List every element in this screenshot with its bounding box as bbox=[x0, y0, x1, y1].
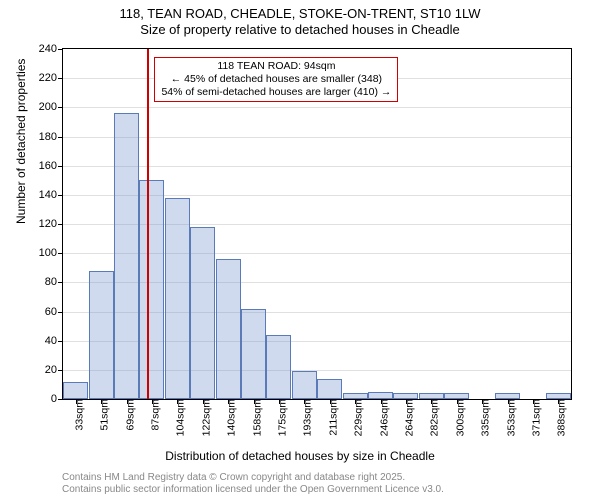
x-tick-label: 69sqm bbox=[117, 399, 136, 431]
x-tick-label: 33sqm bbox=[66, 399, 85, 431]
x-tick-label: 193sqm bbox=[295, 399, 314, 436]
y-tick-label: 100 bbox=[39, 247, 63, 259]
y-tick-label: 60 bbox=[45, 306, 63, 318]
annotation-title: 118 TEAN ROAD: 94sqm bbox=[161, 60, 391, 73]
y-tick-label: 240 bbox=[39, 43, 63, 55]
histogram-bar bbox=[139, 180, 164, 399]
histogram-bar bbox=[266, 335, 291, 399]
histogram-bar bbox=[292, 371, 317, 399]
x-tick-label: 87sqm bbox=[142, 399, 161, 431]
x-tick-label: 51sqm bbox=[92, 399, 111, 431]
annotation-line: 54% of semi-detached houses are larger (… bbox=[161, 86, 391, 99]
x-tick-label: 122sqm bbox=[193, 399, 212, 436]
x-tick-label: 264sqm bbox=[396, 399, 415, 436]
x-tick-label: 282sqm bbox=[422, 399, 441, 436]
x-axis-title: Distribution of detached houses by size … bbox=[0, 449, 600, 463]
y-tick-label: 160 bbox=[39, 160, 63, 172]
attribution-footer: Contains HM Land Registry data © Crown c… bbox=[62, 472, 444, 496]
annotation-box: 118 TEAN ROAD: 94sqm← 45% of detached ho… bbox=[154, 57, 398, 102]
x-tick-label: 246sqm bbox=[371, 399, 390, 436]
chart-container: 118, TEAN ROAD, CHEADLE, STOKE-ON-TRENT,… bbox=[0, 0, 600, 500]
y-tick-label: 80 bbox=[45, 276, 63, 288]
y-tick-label: 220 bbox=[39, 72, 63, 84]
x-tick-label: 371sqm bbox=[523, 399, 542, 436]
histogram-bar bbox=[190, 227, 215, 399]
reference-line bbox=[147, 49, 149, 399]
y-tick-label: 20 bbox=[45, 364, 63, 376]
x-tick-label: 388sqm bbox=[549, 399, 568, 436]
histogram-bar bbox=[241, 309, 266, 399]
footer-line1: Contains HM Land Registry data © Crown c… bbox=[62, 472, 444, 484]
x-tick-label: 140sqm bbox=[219, 399, 238, 436]
histogram-bar bbox=[368, 392, 393, 399]
histogram-bar bbox=[114, 113, 139, 399]
footer-line2: Contains public sector information licen… bbox=[62, 484, 444, 496]
y-tick-label: 140 bbox=[39, 189, 63, 201]
y-tick-label: 40 bbox=[45, 335, 63, 347]
gridline bbox=[63, 137, 571, 138]
histogram-bar bbox=[63, 382, 88, 400]
x-tick-label: 175sqm bbox=[269, 399, 288, 436]
histogram-bar bbox=[317, 379, 342, 399]
histogram-bar bbox=[165, 198, 190, 399]
plot-area: 02040608010012014016018020022024033sqm51… bbox=[62, 48, 572, 400]
x-tick-label: 158sqm bbox=[244, 399, 263, 436]
gridline bbox=[63, 166, 571, 167]
x-tick-label: 104sqm bbox=[168, 399, 187, 436]
gridline bbox=[63, 107, 571, 108]
x-tick-label: 335sqm bbox=[473, 399, 492, 436]
x-tick-label: 229sqm bbox=[346, 399, 365, 436]
x-tick-label: 300sqm bbox=[447, 399, 466, 436]
y-tick-label: 200 bbox=[39, 101, 63, 113]
histogram-bar bbox=[216, 259, 241, 399]
title-line1: 118, TEAN ROAD, CHEADLE, STOKE-ON-TRENT,… bbox=[0, 6, 600, 22]
x-tick-label: 353sqm bbox=[498, 399, 517, 436]
y-axis-title: Number of detached properties bbox=[14, 59, 28, 224]
histogram-bar bbox=[89, 271, 114, 399]
y-tick-label: 180 bbox=[39, 131, 63, 143]
y-tick-label: 0 bbox=[51, 393, 63, 405]
annotation-line: ← 45% of detached houses are smaller (34… bbox=[161, 73, 391, 86]
chart-title: 118, TEAN ROAD, CHEADLE, STOKE-ON-TRENT,… bbox=[0, 0, 600, 39]
x-tick-label: 211sqm bbox=[320, 399, 339, 436]
y-tick-label: 120 bbox=[39, 218, 63, 230]
title-line2: Size of property relative to detached ho… bbox=[0, 22, 600, 38]
